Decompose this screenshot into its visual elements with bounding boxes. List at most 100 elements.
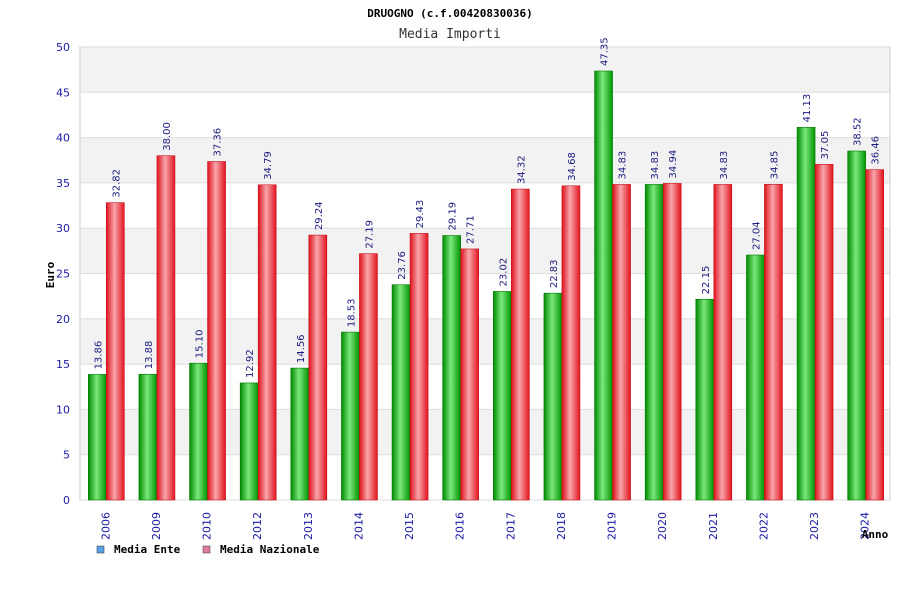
data-label: 13.86 bbox=[93, 341, 104, 370]
plot-band bbox=[80, 92, 890, 138]
data-label: 22.83 bbox=[549, 260, 560, 289]
legend-swatch-media-nazionale bbox=[202, 545, 211, 554]
bar-media-nazionale-2010 bbox=[207, 161, 226, 501]
x-tick-label: 2023 bbox=[808, 512, 821, 540]
bar-media-ente-2015 bbox=[391, 284, 411, 501]
x-tick-label: 2017 bbox=[504, 512, 517, 540]
y-tick-label: 25 bbox=[56, 268, 70, 281]
data-label: 27.71 bbox=[466, 215, 477, 244]
y-tick-label: 20 bbox=[56, 313, 70, 326]
y-tick-label: 30 bbox=[56, 222, 70, 235]
x-tick-label: 2010 bbox=[201, 512, 214, 540]
x-tick-label: 2014 bbox=[352, 512, 365, 540]
bar-media-nazionale-2018 bbox=[561, 185, 581, 501]
bar-media-ente-2022 bbox=[746, 254, 765, 501]
data-label: 13.88 bbox=[144, 341, 155, 370]
bar-media-nazionale-2009 bbox=[156, 155, 176, 501]
bar-media-ente-2012 bbox=[239, 382, 259, 501]
bar-media-ente-2019 bbox=[594, 70, 613, 501]
y-tick-label: 35 bbox=[56, 177, 70, 190]
data-label: 34.68 bbox=[567, 152, 578, 181]
chart-title: DRUOGNO (c.f.00420830036) bbox=[367, 7, 533, 20]
data-label: 34.94 bbox=[668, 150, 679, 179]
data-label: 14.56 bbox=[296, 334, 307, 363]
x-tick-label: 2016 bbox=[454, 512, 467, 540]
data-label: 47.35 bbox=[600, 37, 611, 66]
bar-media-ente-2013 bbox=[290, 367, 310, 501]
data-label: 29.43 bbox=[415, 200, 426, 229]
x-tick-label: 2019 bbox=[606, 512, 619, 540]
x-tick-label: 2009 bbox=[150, 512, 163, 540]
x-tick-label: 2012 bbox=[251, 512, 264, 540]
bar-media-ente-2024 bbox=[847, 150, 866, 501]
bar-media-nazionale-2012 bbox=[257, 184, 277, 501]
bar-media-ente-2016 bbox=[442, 235, 461, 501]
x-tick-label: 2021 bbox=[707, 512, 720, 540]
y-tick-label: 15 bbox=[56, 358, 70, 371]
data-label: 34.32 bbox=[516, 155, 527, 184]
y-axis-label: Euro bbox=[44, 261, 57, 288]
bar-media-nazionale-2016 bbox=[460, 248, 479, 501]
data-label: 15.10 bbox=[195, 330, 206, 359]
legend-label-media-nazionale: Media Nazionale bbox=[220, 543, 320, 556]
x-tick-label: 2022 bbox=[757, 512, 770, 540]
bar-media-ente-2020 bbox=[644, 184, 664, 501]
x-tick-label: 2018 bbox=[555, 512, 568, 540]
x-tick-label: 2024 bbox=[859, 512, 872, 540]
x-tick-label: 2013 bbox=[302, 512, 315, 540]
bar-media-nazionale-2020 bbox=[662, 183, 682, 501]
bar-media-nazionale-2015 bbox=[409, 233, 429, 501]
data-label: 32.82 bbox=[111, 169, 122, 198]
bars bbox=[88, 70, 884, 501]
data-label: 18.53 bbox=[346, 298, 357, 327]
data-label: 38.00 bbox=[162, 122, 173, 151]
y-tick-label: 5 bbox=[63, 449, 70, 462]
data-label: 37.36 bbox=[213, 128, 224, 157]
data-label: 34.83 bbox=[618, 151, 629, 180]
data-label: 36.46 bbox=[871, 136, 882, 165]
y-tick-label: 45 bbox=[56, 86, 70, 99]
data-label: 38.52 bbox=[853, 117, 864, 146]
data-label: 29.24 bbox=[314, 201, 325, 230]
bar-media-nazionale-2006 bbox=[106, 202, 125, 501]
data-label: 37.05 bbox=[820, 131, 831, 160]
data-label: 41.13 bbox=[802, 94, 813, 123]
bar-media-ente-2017 bbox=[493, 291, 512, 501]
bar-media-ente-2021 bbox=[695, 299, 715, 501]
bar-media-nazionale-2021 bbox=[713, 184, 733, 501]
value-labels: 13.86 32.82 13.88 38.00 15.10 37.36 12.92 34.79… bbox=[93, 37, 881, 378]
data-label: 12.92 bbox=[245, 349, 256, 378]
data-label: 29.19 bbox=[448, 202, 459, 231]
chart-subtitle: Media Importi bbox=[399, 27, 501, 42]
y-tick-label: 0 bbox=[63, 494, 70, 507]
bar-media-nazionale-2024 bbox=[865, 169, 884, 501]
legend: Media Ente Media Nazionale bbox=[96, 543, 320, 556]
bar-media-nazionale-2013 bbox=[308, 234, 328, 501]
bar-media-nazionale-2022 bbox=[764, 183, 783, 501]
data-label: 34.83 bbox=[650, 151, 661, 180]
legend-swatch-media-ente bbox=[96, 545, 105, 554]
x-tick-label: 2015 bbox=[403, 512, 416, 540]
bar-media-ente-2023 bbox=[796, 127, 816, 501]
bar-media-ente-2010 bbox=[189, 362, 208, 501]
y-axis-ticks: 0 5 10 15 20 25 30 35 40 45 50 bbox=[56, 41, 70, 507]
bar-media-ente-2018 bbox=[543, 292, 563, 501]
data-label: 34.79 bbox=[263, 151, 274, 180]
legend-label-media-ente: Media Ente bbox=[114, 543, 181, 556]
data-label: 22.15 bbox=[701, 266, 712, 295]
x-tick-label: 2020 bbox=[656, 512, 669, 540]
data-label: 34.85 bbox=[769, 151, 780, 180]
data-label: 27.19 bbox=[364, 220, 375, 249]
data-label: 27.04 bbox=[751, 221, 762, 250]
bar-media-nazionale-2023 bbox=[814, 164, 834, 501]
bar-media-ente-2009 bbox=[138, 373, 158, 501]
bar-media-ente-2006 bbox=[88, 374, 107, 501]
bar-media-nazionale-2019 bbox=[612, 184, 631, 501]
x-axis-ticks: 2006 2009 2010 2012 2013 2014 2015 2016 2017 2018… bbox=[99, 512, 871, 540]
data-label: 34.83 bbox=[719, 151, 730, 180]
x-tick-label: 2006 bbox=[99, 512, 112, 540]
bar-media-nazionale-2017 bbox=[511, 188, 530, 501]
data-label: 23.02 bbox=[498, 258, 509, 287]
y-tick-label: 50 bbox=[56, 41, 70, 54]
